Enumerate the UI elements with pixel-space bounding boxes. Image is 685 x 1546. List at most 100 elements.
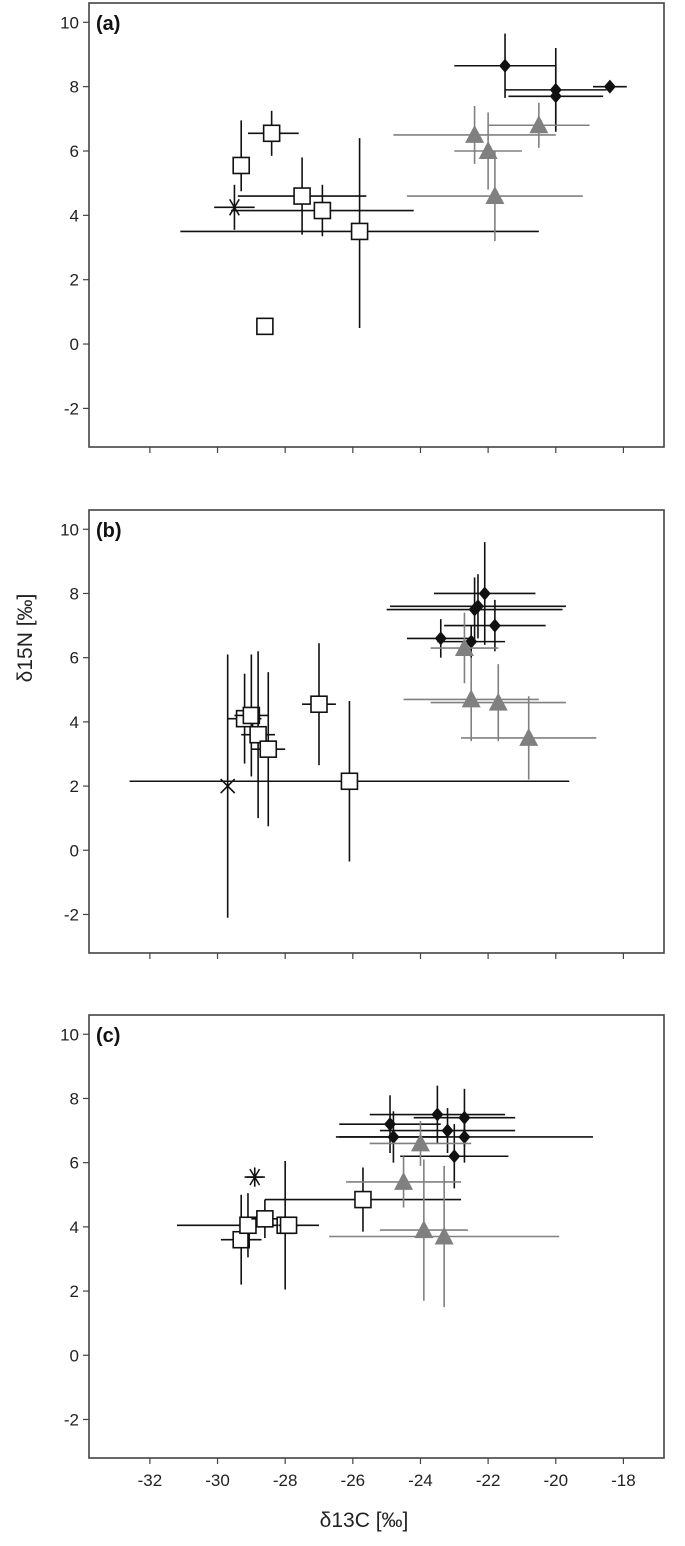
data-point [278,1216,299,1235]
data-point [264,1167,462,1232]
open-square-marker [256,317,274,336]
series-open-square [180,110,539,336]
plot-frame [88,509,665,954]
filled-diamond-marker [549,89,562,104]
open-square-marker [310,695,328,714]
data-point [403,657,539,742]
filled-triangle-marker [465,124,485,143]
series-filled-triangle [329,1120,560,1308]
filled-diamond-marker [458,1129,471,1144]
x-tick-label: -20 [543,1471,568,1490]
open-square-marker [232,156,251,175]
filled-triangle-marker [488,692,508,711]
asterisk-marker-stroke [249,1168,261,1186]
data-point [256,317,274,336]
open-square-marker [262,124,281,143]
y-tick-label: -2 [64,1410,79,1429]
series-asterisk [244,1167,265,1187]
y-tick-label: -2 [64,399,79,418]
data-point [220,654,236,918]
data-point [379,1159,468,1301]
y-tick-label: 6 [70,142,79,161]
y-tick-label: 0 [70,1346,79,1365]
data-point [386,577,563,642]
data-point [434,542,536,645]
data-point [180,138,539,328]
panel-label: (c) [96,1025,120,1047]
data-point [244,1167,265,1187]
data-point [241,651,276,819]
open-square-marker [293,187,311,205]
y-tick-label: 2 [70,777,79,796]
data-point [237,157,367,235]
data-point [302,643,336,766]
filled-triangle-marker [394,1171,414,1190]
y-tick-label: 8 [70,1089,79,1108]
y-tick-label: 0 [70,335,79,354]
panel-label: (a) [96,13,120,35]
data-point [592,79,627,94]
y-tick-label: 6 [70,1154,79,1173]
y-tick-label: 2 [70,1282,79,1301]
data-point [329,1165,560,1308]
data-point [406,151,583,242]
filled-diamond-marker [478,586,491,601]
panel-b: -2 0 2 4 6 8 10 (b) [60,509,665,959]
filled-triangle-marker [529,115,549,134]
x-tick-label: -22 [476,1471,501,1490]
data-point [454,33,556,98]
filled-triangle-marker [478,141,498,159]
filled-diamond-marker [603,79,616,94]
data-point [234,654,269,777]
x-tick-label: -18 [611,1471,636,1490]
series-filled-diamond [386,542,566,658]
y-tick-label: 8 [70,584,79,603]
y-tick-label: 0 [70,841,79,860]
series-open-square [176,1161,462,1290]
filled-triangle-marker [454,638,474,657]
filled-diamond-marker [441,1123,454,1138]
series-filled-triangle [403,612,597,780]
data-point [129,701,570,862]
data-point [400,1124,509,1189]
data-point [444,599,546,652]
filled-diamond-marker [384,1117,397,1132]
open-square-marker [256,1210,274,1228]
open-square-marker [340,772,359,791]
y-tick-label: 4 [70,1218,79,1237]
panel-label: (b) [96,520,122,542]
y-tick-label: 8 [70,78,79,97]
data-point [390,574,566,639]
data-point [214,184,255,230]
series-asterisk [214,184,255,230]
y-tick-label: 6 [70,649,79,668]
filled-triangle-marker [519,727,539,746]
filled-diamond-marker [471,599,484,614]
data-point [346,1156,462,1208]
open-square-marker [354,1190,372,1209]
cross-marker-stroke [220,778,236,794]
data-point [508,64,604,129]
data-point [430,612,499,684]
filled-triangle-marker [410,1133,430,1152]
open-square-marker [259,740,278,758]
data-point [461,696,597,780]
filled-diamond-marker [488,618,501,633]
data-point [488,102,590,148]
x-tick-label: -24 [408,1471,433,1490]
data-point [251,672,286,827]
open-square-marker [249,725,267,744]
y-tick-label: 4 [70,713,79,732]
series-filled-diamond [454,33,627,132]
y-axis-title: δ15N [‰] [14,594,37,683]
filled-diamond-marker [431,1107,444,1122]
panel-a: -2 0 2 4 6 8 10 (a) [60,2,665,453]
data-point [430,664,566,742]
x-axis-title: δ13C [‰] [320,1509,409,1532]
y-tick-label: 10 [60,13,79,32]
x-tick-label: -32 [138,1471,163,1490]
data-point [247,110,299,156]
asterisk-marker-stroke [228,198,240,216]
